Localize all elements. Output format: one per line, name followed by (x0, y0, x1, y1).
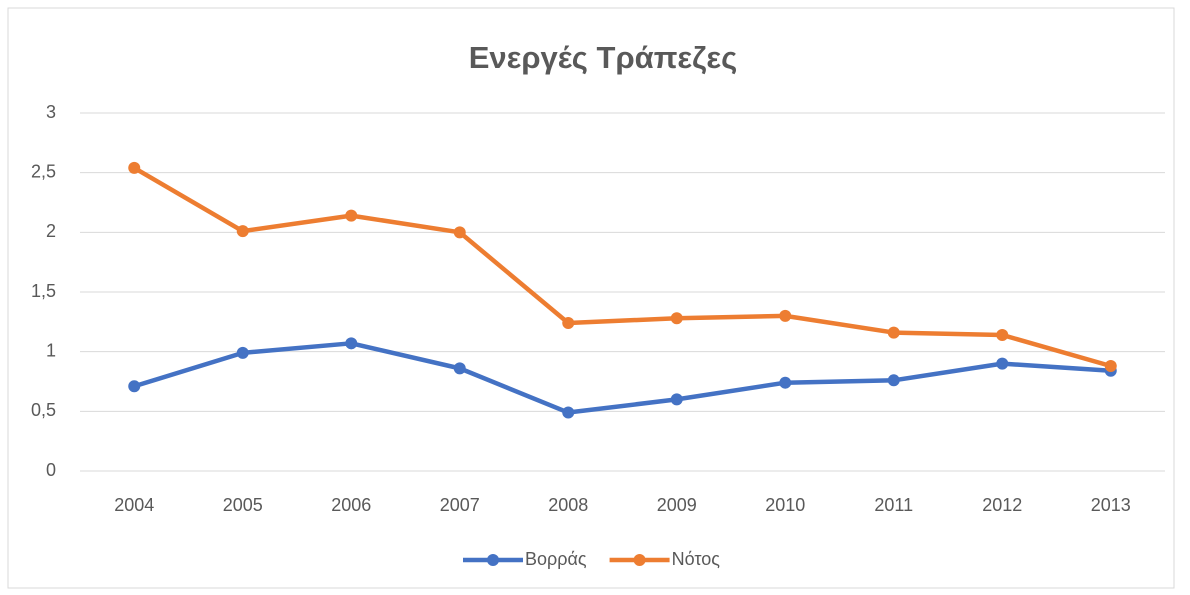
chart-border (7, 7, 1175, 589)
point (236, 225, 249, 238)
y-tick-label: 1 (46, 340, 56, 360)
y-tick-label: 1,5 (31, 281, 56, 301)
y-tick-label: 0 (46, 460, 56, 480)
x-tick-label: 2007 (440, 495, 480, 515)
point (670, 312, 683, 325)
point (128, 161, 141, 174)
point (453, 226, 466, 239)
y-tick-label: 2,5 (31, 161, 56, 181)
legend-label: Βορράς (525, 549, 587, 569)
x-tick-label: 2006 (331, 495, 371, 515)
point (562, 406, 575, 419)
point (887, 326, 900, 339)
point (779, 376, 792, 389)
x-tick-label: 2009 (657, 495, 697, 515)
legend-label: Νότος (672, 549, 721, 569)
y-tick-label: 0,5 (31, 400, 56, 420)
x-tick-label: 2010 (765, 495, 805, 515)
point (345, 337, 358, 350)
legend-marker (487, 554, 499, 566)
legend-marker (633, 554, 646, 566)
point (996, 328, 1009, 341)
point (453, 362, 466, 375)
point (345, 209, 358, 222)
x-tick-label: 2012 (982, 495, 1022, 515)
x-tick-label: 2004 (114, 495, 154, 515)
x-tick-label: 2013 (1091, 495, 1131, 515)
x-tick-label: 2005 (223, 495, 263, 515)
x-tick-label: 2011 (874, 495, 913, 515)
y-tick-label: 2 (46, 221, 56, 241)
point (562, 317, 575, 330)
point (670, 393, 683, 406)
point (779, 309, 792, 322)
x-tick-label: 2008 (548, 495, 588, 515)
point (236, 346, 249, 359)
point (887, 374, 900, 387)
point (128, 380, 141, 393)
chart-title: Ενεργές Τράπεζες (469, 40, 738, 75)
series-line (133, 341, 1111, 415)
point (996, 357, 1009, 370)
point (1104, 359, 1117, 372)
y-tick-label: 3 (46, 102, 56, 122)
series-line (133, 165, 1112, 369)
